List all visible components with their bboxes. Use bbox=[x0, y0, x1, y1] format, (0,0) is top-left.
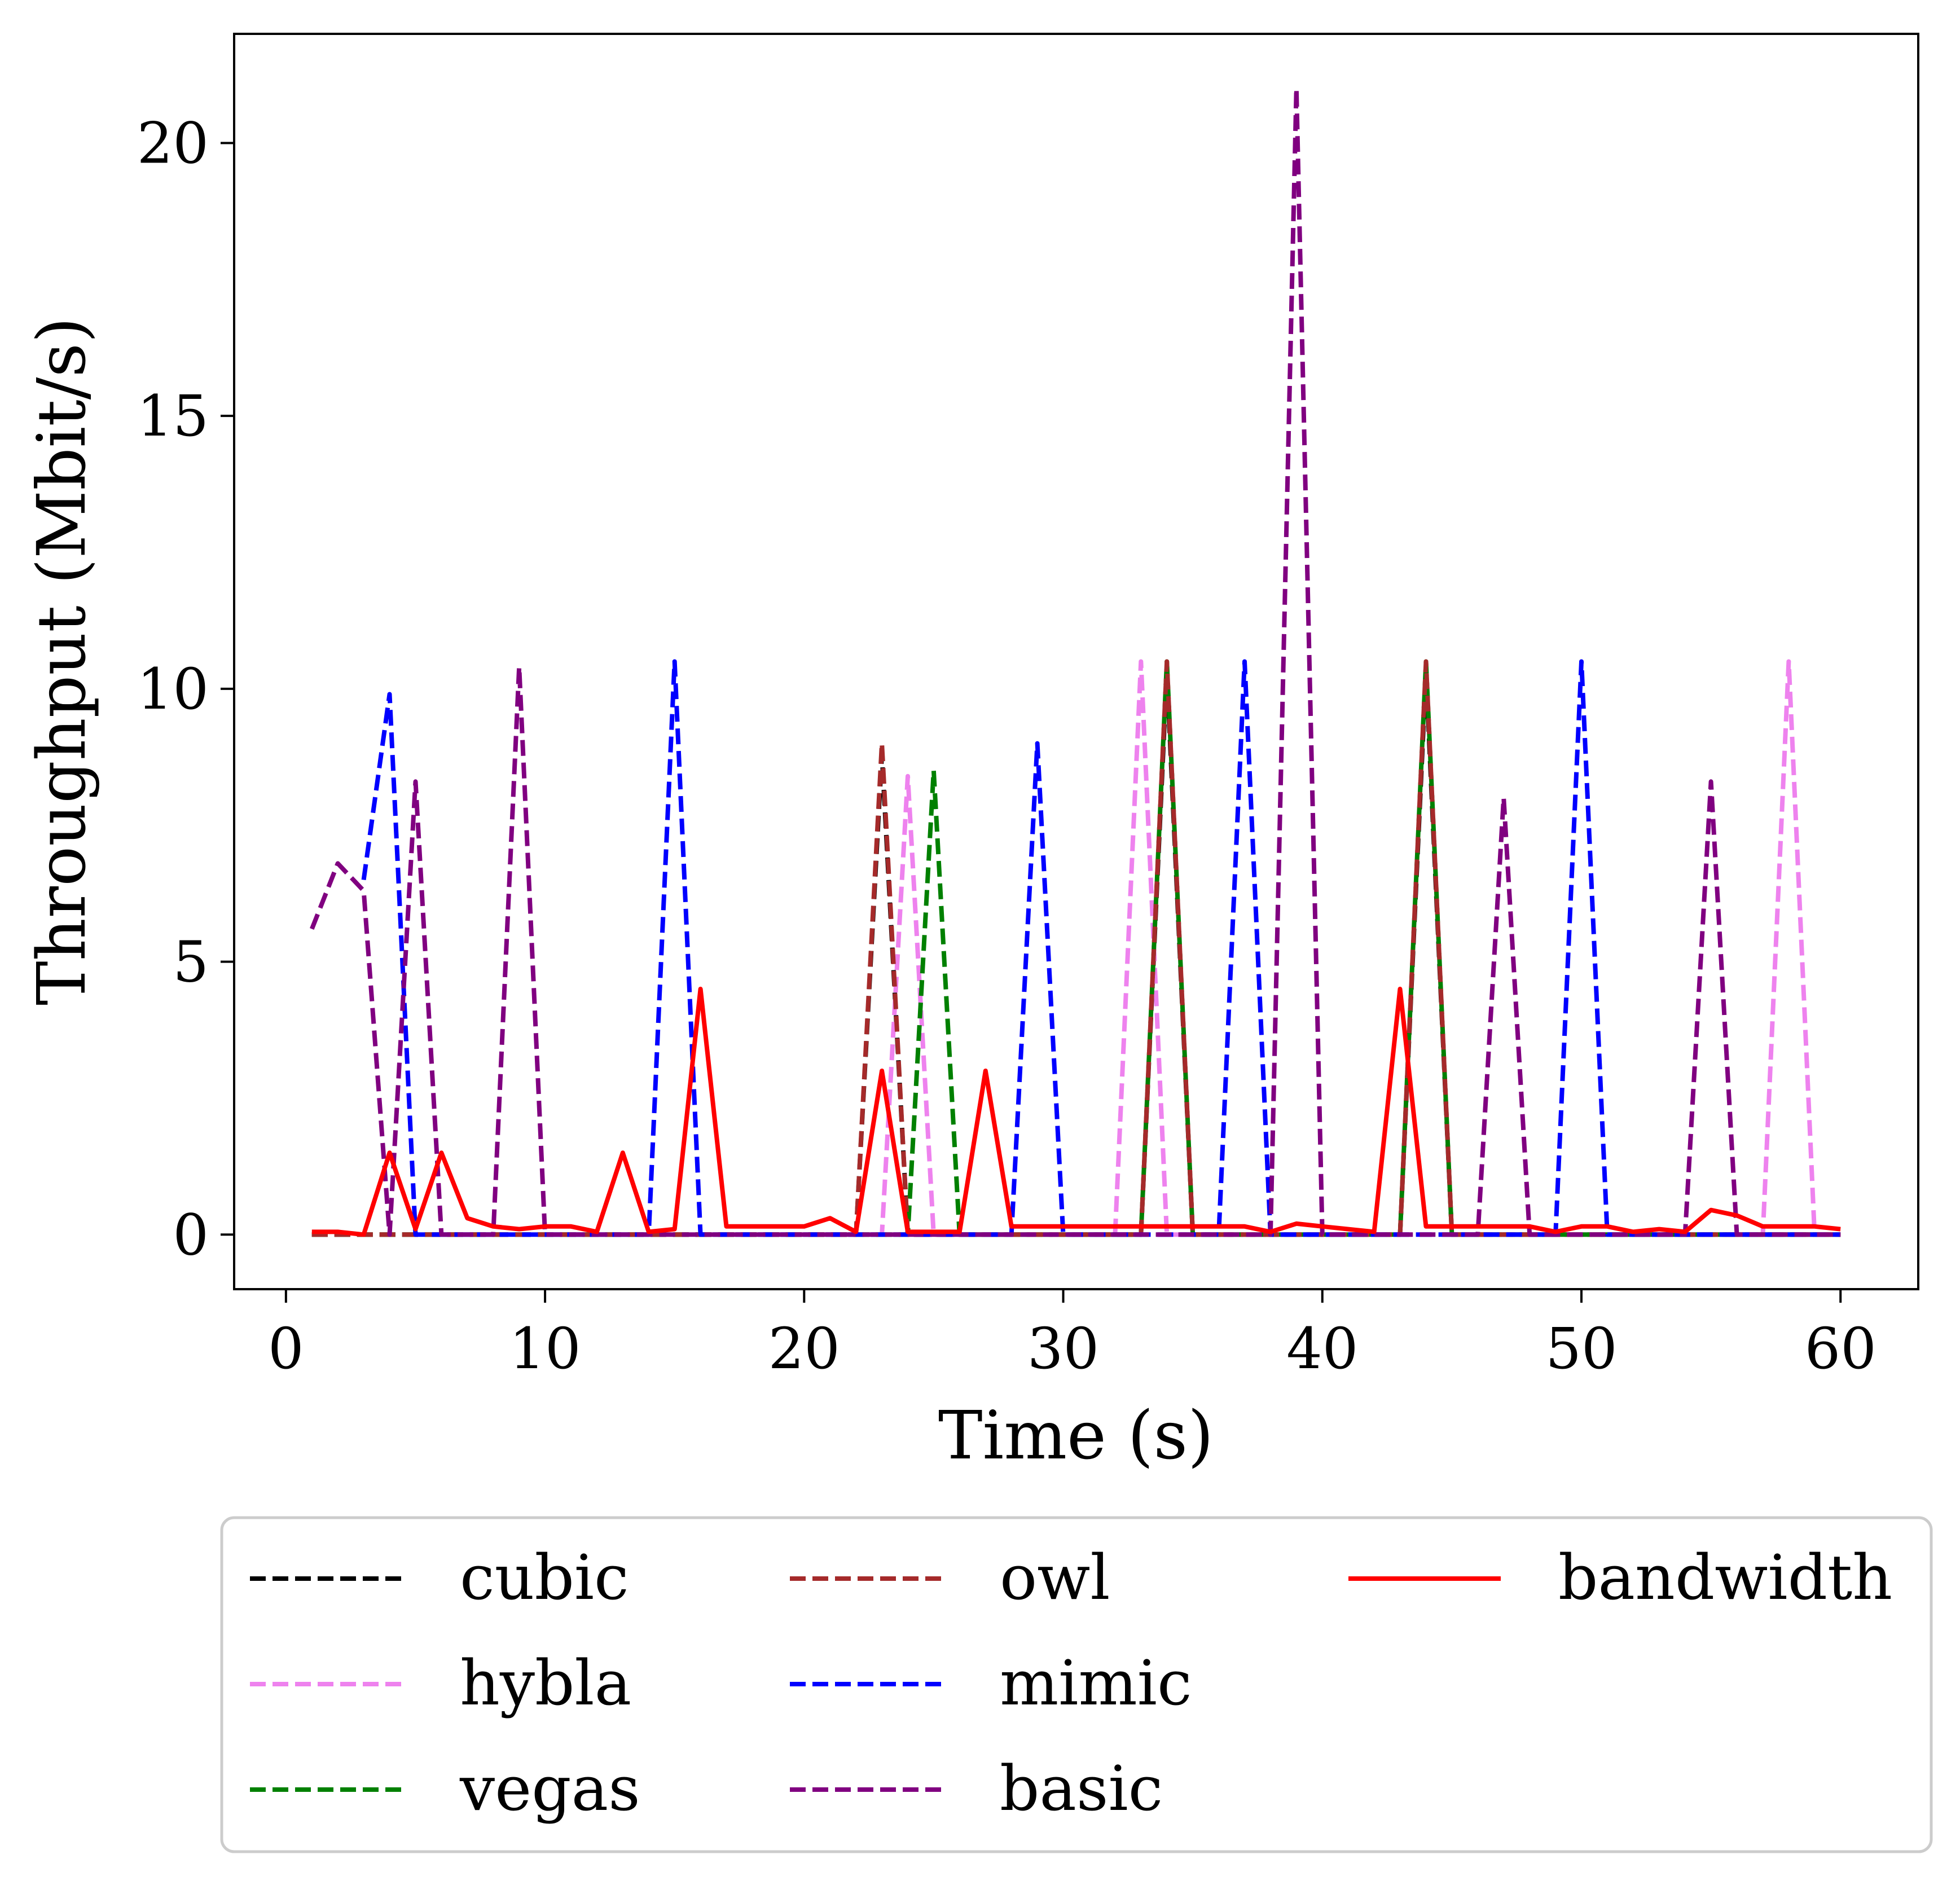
y-axis: 0 5 10 15 20 bbox=[137, 110, 234, 1268]
series-line-owl bbox=[311, 659, 1841, 1237]
series-line-basic bbox=[310, 86, 1841, 1237]
legend-label-bandwidth: bandwidth bbox=[1558, 1541, 1892, 1614]
y-axis-label: Throughput (Mbit/s) bbox=[23, 317, 100, 1005]
legend-box bbox=[220, 1516, 1933, 1853]
x-tick-label: 30 bbox=[1027, 1316, 1099, 1382]
legend-label-owl: owl bbox=[1000, 1541, 1110, 1614]
legend-label-hybla: hybla bbox=[460, 1647, 631, 1719]
y-tick-label: 10 bbox=[137, 656, 209, 722]
series-layer bbox=[310, 86, 1841, 1237]
legend-label-vegas: vegas bbox=[459, 1752, 640, 1825]
series-line-bandwidth bbox=[311, 986, 1841, 1237]
plot-frame bbox=[233, 33, 1919, 1290]
series-line-mimic bbox=[361, 659, 1841, 1237]
legend: cubic hybla vegas owl mimic basic bandwidth bbox=[220, 1516, 1933, 1853]
x-axis: 0 10 20 30 40 50 60 bbox=[268, 1289, 1876, 1382]
x-tick-label: 0 bbox=[268, 1316, 304, 1382]
x-axis-label: Time (s) bbox=[938, 1396, 1214, 1474]
x-tick-label: 60 bbox=[1805, 1316, 1876, 1382]
x-tick-label: 20 bbox=[768, 1316, 840, 1382]
y-tick-label: 5 bbox=[173, 929, 209, 995]
y-tick-label: 0 bbox=[173, 1202, 209, 1268]
x-tick-label: 50 bbox=[1545, 1316, 1617, 1382]
x-tick-label: 10 bbox=[509, 1316, 581, 1382]
legend-label-basic: basic bbox=[1000, 1752, 1163, 1825]
legend-label-mimic: mimic bbox=[1000, 1647, 1192, 1719]
x-tick-label: 40 bbox=[1286, 1316, 1358, 1382]
legend-label-cubic: cubic bbox=[460, 1541, 629, 1614]
y-tick-label: 20 bbox=[137, 110, 209, 176]
series-line-hybla bbox=[311, 659, 1841, 1237]
y-tick-label: 15 bbox=[137, 383, 209, 449]
